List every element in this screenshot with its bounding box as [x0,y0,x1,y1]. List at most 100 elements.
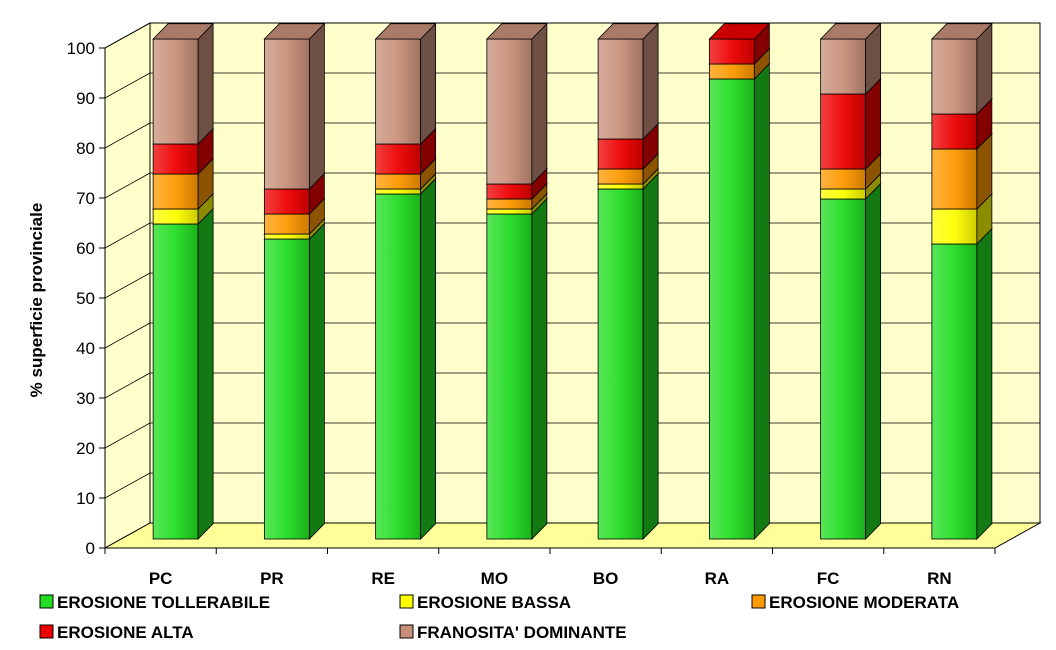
y-tick-label: 40 [76,339,95,358]
gridline [104,272,151,299]
legend-label: EROSIONE ALTA [57,623,194,642]
y-tick-label: 20 [76,439,95,458]
bar-segment [486,208,533,215]
gridline [104,122,151,149]
legend: EROSIONE TOLLERABILE EROSIONE BASSA EROSIO… [39,593,959,642]
bar-segment [597,183,644,190]
bar-segment-top [708,23,771,40]
legend-swatch [39,624,54,639]
y-tick-label: 90 [76,89,95,108]
bar-segment [931,243,978,540]
x-tick-label: RN [927,569,952,588]
gridline [104,372,151,399]
bar-segment-side [642,172,659,540]
gridline [104,172,151,199]
bar-segment [263,38,310,190]
bar-stack-mo [485,22,548,540]
gridline [104,72,151,99]
bar-segment [597,38,644,140]
bar-segment [375,188,422,195]
y-tick-label: 10 [76,489,95,508]
bar-segment [486,213,533,540]
bar-segment [152,143,199,175]
x-tick-label: BO [593,569,619,588]
bars [152,22,993,540]
x-axis: PC PR RE MO BO RA FC RN [104,547,996,588]
bar-segment-side [197,207,214,540]
legend-swatch [399,624,414,639]
bar-segment [152,208,199,225]
bar-segment [820,198,867,540]
bar-segment-side [420,22,437,145]
y-axis-label: % superficie provinciale [27,203,46,398]
bar-segment [931,148,978,210]
x-tick-label: RA [705,569,730,588]
bar-segment-top [152,23,215,40]
bar-stack-ra [708,22,771,540]
y-axis: 0 10 20 30 40 50 60 70 80 90 100 [67,39,106,558]
bar-stack-bo [597,22,660,540]
bar-segment-top [263,23,326,40]
bar-segment-side [531,22,548,185]
bar-segment-side [420,177,437,540]
bar-segment [263,213,310,235]
bar-segment-side [308,222,325,540]
legend-item: EROSIONE TOLLERABILE [39,593,270,612]
bar-segment [931,38,978,115]
bar-segment [375,193,422,540]
legend-item: EROSIONE ALTA [39,623,194,642]
bar-segment [820,168,867,190]
bar-segment [931,113,978,150]
y-tick-label: 80 [76,139,95,158]
bar-segment [708,78,755,540]
legend-label: EROSIONE BASSA [417,593,571,612]
bar-segment [486,198,533,210]
bar-stack-pc [152,22,215,540]
x-tick-label: FC [817,569,840,588]
gridline [104,472,151,499]
bar-segment [931,208,978,245]
bar-segment [486,38,533,185]
bar-segment-side [531,197,548,540]
bar-segment [820,38,867,95]
bar-segment [820,93,867,170]
legend-swatch [39,594,54,609]
legend-item: FRANOSITA' DOMINANTE [399,623,627,642]
bar-stack-fc [819,22,882,540]
bar-segment [486,183,533,200]
gridline [104,222,151,249]
bar-segment-side [976,227,993,540]
bar-segment [152,173,199,210]
y-tick-label: 50 [76,289,95,308]
legend-item: EROSIONE BASSA [399,593,571,612]
legend-label: EROSIONE TOLLERABILE [57,593,270,612]
y-tick-label: 100 [67,39,95,58]
x-tick-label: PC [149,569,173,588]
legend-swatch [751,594,766,609]
bar-segment [263,188,310,215]
gridline [104,322,151,349]
bar-segment [152,38,199,145]
y-tick-label: 30 [76,389,95,408]
bar-stack-re [374,22,437,540]
bar-segment [375,38,422,145]
bar-segment [263,233,310,240]
bar-stack-pr [263,22,326,540]
bar-segment-top [819,23,882,40]
y-tick-label: 70 [76,189,95,208]
legend-item: EROSIONE MODERATA [751,593,959,612]
gridline [104,22,151,49]
chart-walls [103,22,1042,549]
bar-segment-side [308,22,325,190]
y-tick-label: 0 [86,539,95,558]
bar-segment [263,238,310,540]
bar-segment-top [930,23,993,40]
x-tick-label: RE [371,569,395,588]
bar-segment-top [374,23,437,40]
legend-label: EROSIONE MODERATA [769,593,959,612]
bar-segment [152,223,199,540]
bar-segment [375,143,422,175]
x-tick-label: MO [481,569,508,588]
